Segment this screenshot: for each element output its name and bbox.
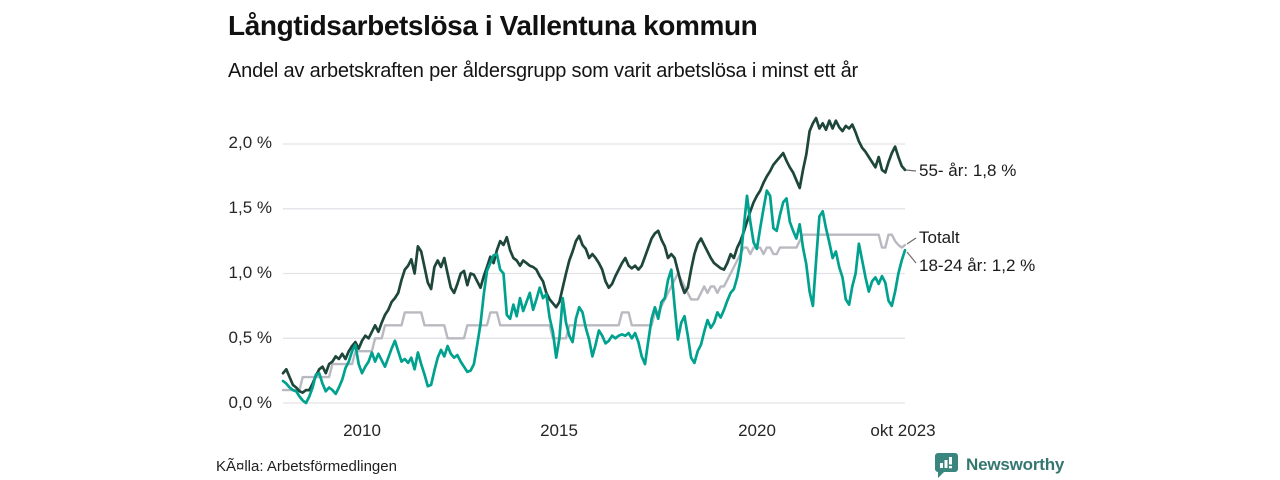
series-lines bbox=[281, 116, 907, 405]
series-line-55-r bbox=[281, 116, 907, 394]
annotation-totalt: Totalt bbox=[919, 228, 960, 247]
y-tick-0-0: 0,0 % bbox=[228, 393, 272, 412]
y-tick-1-0: 1,0 % bbox=[228, 263, 272, 282]
y-tick-1-5: 1,5 % bbox=[228, 198, 272, 217]
brand-logo-lockup: Newsworthy bbox=[934, 452, 1064, 478]
leader-line-totalt bbox=[906, 237, 917, 245]
source-note: KÃ¤lla: Arbetsförmedlingen bbox=[216, 458, 397, 475]
x-tick-2010: 2010 bbox=[343, 421, 381, 440]
leader-line-55 bbox=[905, 169, 917, 172]
page-subtitle: Andel av arbetskraften per åldersgrupp s… bbox=[228, 60, 858, 82]
page-title: Långtidsarbetslösa i Vallentuna kommun bbox=[228, 10, 758, 41]
newsworthy-icon bbox=[935, 453, 958, 478]
series-line-18-24-r bbox=[281, 189, 907, 405]
leader-line-18-24 bbox=[906, 251, 917, 264]
y-tick-0-5: 0,5 % bbox=[228, 328, 272, 347]
y-tick-2-0: 2,0 % bbox=[228, 133, 272, 152]
leader-lines bbox=[905, 169, 917, 264]
x-tick-okt-2023: okt 2023 bbox=[870, 421, 936, 440]
x-tick-2020: 2020 bbox=[738, 421, 776, 440]
annotation-18-24-ar: 18-24 år: 1,2 % bbox=[919, 256, 1036, 275]
gridlines bbox=[283, 143, 905, 404]
annotation-55-ar: 55- år: 1,8 % bbox=[919, 161, 1017, 180]
brand-name: Newsworthy bbox=[966, 455, 1065, 474]
x-tick-2015: 2015 bbox=[540, 421, 578, 440]
